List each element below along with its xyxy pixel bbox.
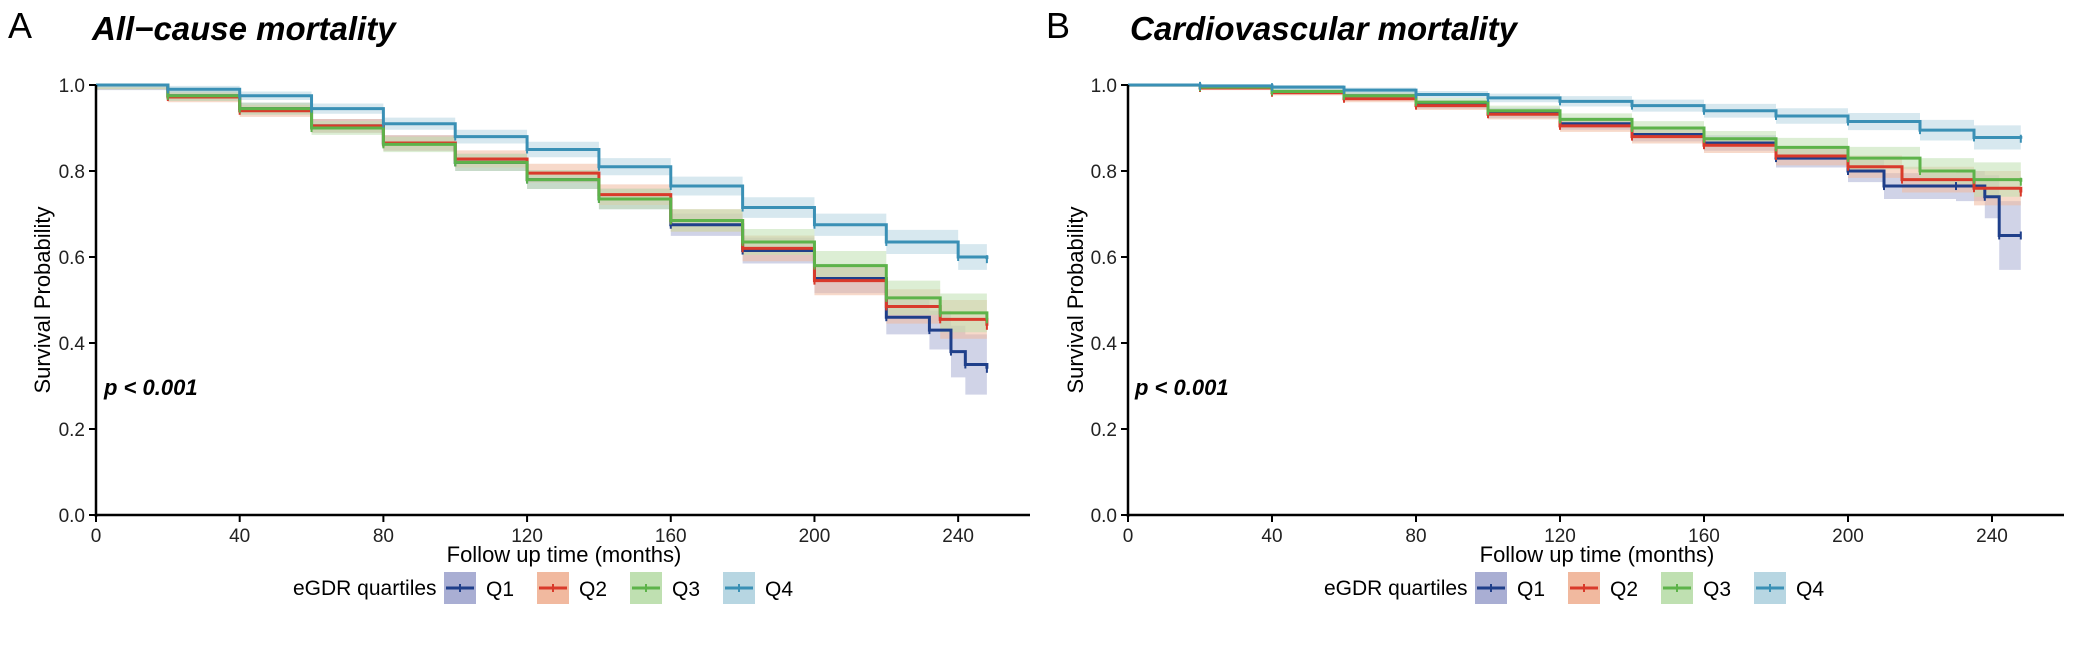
x-tick-label: 40 [1261, 526, 1282, 547]
legend-a: eGDR quartiles Q1 Q2 Q3 Q4 [293, 572, 793, 604]
legend-title-b: eGDR quartiles [1324, 577, 1468, 600]
x-tick-label: 120 [511, 526, 543, 547]
y-tick-label: 0.8 [1091, 162, 1117, 183]
survival-curve-q4 [96, 83, 989, 260]
axes-a [94, 85, 1030, 517]
legend-title-a: eGDR quartiles [293, 577, 437, 600]
x-tick-label: 240 [1976, 526, 2008, 547]
panel-title-b: Cardiovascular mortality [1130, 10, 1519, 47]
legend-b: eGDR quartiles Q1 Q2 Q3 Q4 [1324, 572, 1824, 604]
y-tick-label: 0.8 [59, 162, 85, 183]
legend-label-q1: Q1 [1517, 578, 1545, 601]
x-tick-label: 200 [799, 526, 831, 547]
confidence-band-q3 [96, 85, 987, 341]
x-tick-label: 0 [1123, 526, 1134, 547]
y-tick-label: 0.4 [59, 334, 86, 355]
legend-label-q3: Q3 [672, 578, 700, 601]
x-tick-label: 240 [942, 526, 974, 547]
x-tick-label: 0 [91, 526, 102, 547]
panel-title-a: All−cause mortality [91, 10, 397, 47]
legend-label-q1: Q1 [486, 578, 514, 601]
survival-curves-b [1128, 81, 2023, 240]
x-tick-label: 160 [1688, 526, 1720, 547]
panel-b: B Cardiovascular mortality 0 40 80 120 160 20… [1046, 5, 2064, 567]
legend-label-q3: Q3 [1703, 578, 1731, 601]
ticks-a: 0 40 80 120 160 200 240 0.0 0.2 0.4 0.6 0.8 1.0 [59, 76, 974, 547]
confidence-band-q1 [96, 85, 987, 404]
x-axis-title-a: Follow up time (months) [447, 542, 682, 567]
y-tick-label: 1.0 [1091, 76, 1117, 97]
x-tick-label: 80 [373, 526, 394, 547]
y-tick-label: 0.0 [59, 506, 85, 527]
y-tick-label: 0.6 [59, 248, 85, 269]
panel-label-b: B [1046, 5, 1070, 46]
x-tick-label: 160 [655, 526, 687, 547]
y-tick-label: 0.0 [1091, 506, 1117, 527]
p-value-b: p < 0.001 [1134, 375, 1229, 400]
axes-b [1126, 85, 2064, 517]
p-value-a: p < 0.001 [103, 375, 198, 400]
x-axis-title-b: Follow up time (months) [1480, 542, 1715, 567]
survival-curves-a [96, 83, 989, 373]
x-tick-label: 40 [229, 526, 250, 547]
ticks-b: 0 40 80 120 160 200 240 0.0 0.2 0.4 0.6 0.8 1.0 [1091, 76, 2008, 547]
y-axis-title-a: Survival Probability [30, 206, 55, 393]
survival-curve-q3 [96, 83, 989, 320]
y-axis-title-b: Survival Probability [1063, 206, 1088, 393]
y-tick-label: 0.4 [1091, 334, 1118, 355]
confidence-band-q2 [96, 85, 987, 348]
survival-curve-q3 [1128, 83, 2023, 182]
x-tick-label: 80 [1405, 526, 1426, 547]
legend-label-q2: Q2 [1610, 578, 1638, 601]
legend-label-q2: Q2 [579, 578, 607, 601]
x-tick-label: 200 [1832, 526, 1864, 547]
y-tick-label: 0.2 [59, 420, 85, 441]
legend-items-b: Q1 Q2 Q3 Q4 [1475, 572, 1824, 604]
legend-label-q4: Q4 [765, 578, 793, 601]
confidence-band-q3 [1128, 85, 2021, 204]
confidence-band-q4 [1128, 85, 2021, 152]
panel-a: A All−cause mortality 0 40 80 120 160 200 2400… [8, 5, 1030, 567]
x-tick-label: 120 [1544, 526, 1576, 547]
y-tick-label: 0.6 [1091, 248, 1117, 269]
legend-items-a: Q1 Q2 Q3 Q4 [444, 572, 793, 604]
legend-label-q4: Q4 [1796, 578, 1824, 601]
y-tick-label: 0.2 [1091, 420, 1117, 441]
panel-label-a: A [8, 5, 32, 46]
y-tick-label: 1.0 [59, 76, 85, 97]
confidence-bands-a [96, 85, 987, 404]
